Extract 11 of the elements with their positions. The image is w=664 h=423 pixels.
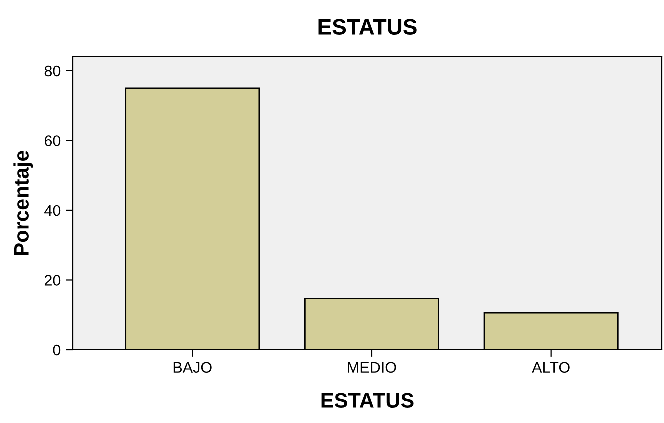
y-tick-label: 20 [44, 275, 61, 286]
y-tick-label: 80 [44, 66, 61, 77]
y-tick-label: 40 [44, 205, 61, 216]
y-axis-title: Porcentaje [14, 150, 34, 256]
y-tick-label: 0 [53, 344, 61, 356]
chart-title: ESTATUS [318, 19, 417, 35]
x-tick-label: ALTO [532, 362, 570, 374]
x-tick-label: MEDIO [348, 362, 396, 374]
x-axis-title: ESTATUS [322, 393, 414, 408]
y-tick-label: 60 [44, 136, 61, 146]
x-tick-label: BAJO [174, 362, 212, 374]
